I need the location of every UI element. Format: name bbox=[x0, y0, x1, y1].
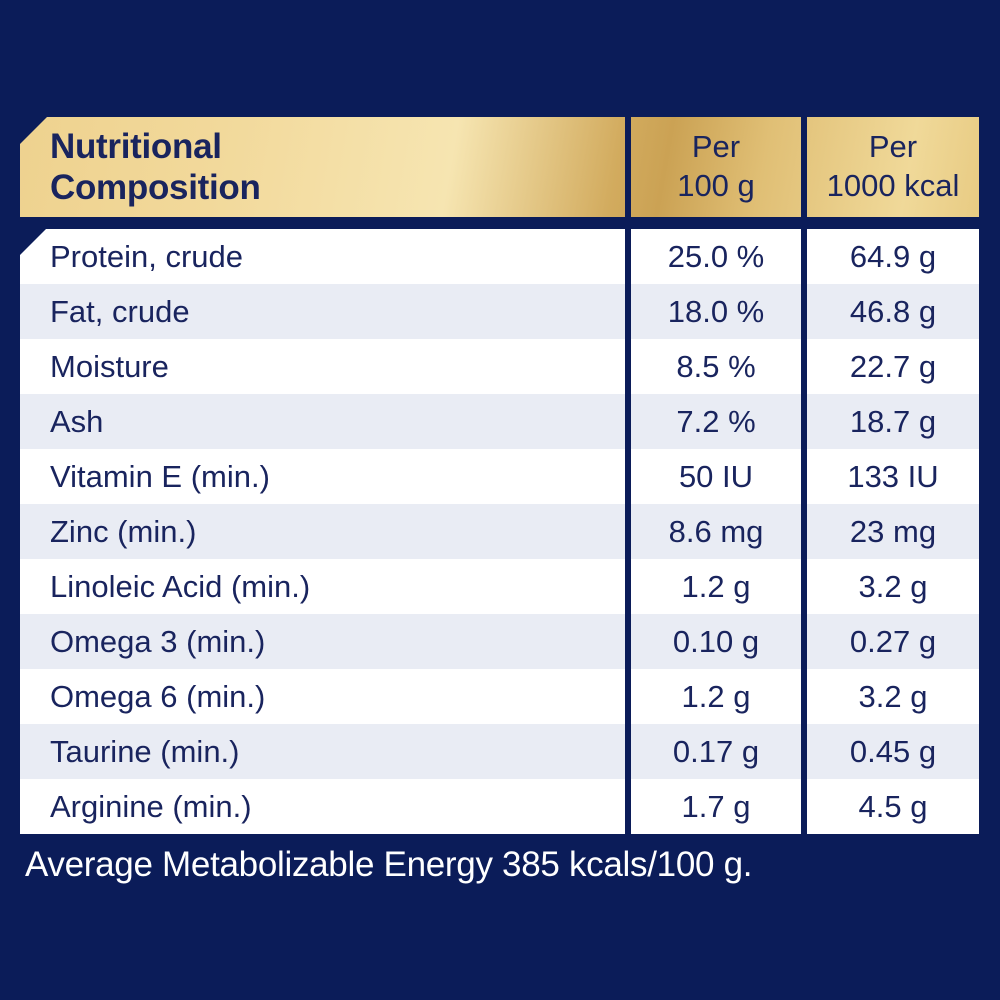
column-divider bbox=[625, 339, 631, 394]
top-navy-band bbox=[0, 0, 1000, 117]
row-value-per-1000kcal: 23 mg bbox=[849, 513, 937, 549]
row-value-per-100g: 50 IU bbox=[678, 458, 754, 494]
row-value-per-1000kcal: 22.7 g bbox=[849, 348, 937, 384]
row-value-per-100g: 0.10 g bbox=[672, 623, 760, 659]
column-divider bbox=[801, 394, 807, 449]
table-row: Protein, crude 25.0 % 64.9 g bbox=[20, 229, 979, 284]
row-label: Vitamin E (min.) bbox=[50, 458, 270, 494]
row-value-per-1000kcal: 46.8 g bbox=[849, 293, 937, 329]
header-col-per-1000kcal-line1: Per bbox=[868, 129, 918, 165]
column-divider bbox=[801, 559, 807, 614]
column-divider bbox=[625, 284, 631, 339]
header-col-per-1000kcal-line2: 1000 kcal bbox=[826, 168, 960, 203]
column-divider bbox=[801, 339, 807, 394]
row-value-per-1000kcal: 0.27 g bbox=[849, 623, 937, 659]
header-col-per-100g-line1: Per bbox=[691, 129, 741, 165]
header-col-per-100g-line2: 100 g bbox=[677, 168, 755, 203]
column-divider bbox=[625, 229, 631, 284]
row-label: Fat, crude bbox=[50, 293, 190, 329]
header-body-gap bbox=[0, 217, 1000, 229]
row-value-per-100g: 18.0 % bbox=[667, 293, 765, 329]
row-value-per-1000kcal: 4.5 g bbox=[858, 788, 928, 824]
row-value-per-100g: 1.2 g bbox=[681, 568, 751, 604]
column-divider bbox=[625, 559, 631, 614]
row-value-per-1000kcal: 64.9 g bbox=[849, 238, 937, 274]
header-title: Nutritional Composition bbox=[20, 126, 625, 209]
row-label: Protein, crude bbox=[50, 238, 243, 274]
row-label: Taurine (min.) bbox=[50, 733, 240, 769]
row-value-per-100g: 7.2 % bbox=[676, 403, 756, 439]
table-row: Omega 3 (min.) 0.10 g 0.27 g bbox=[20, 614, 979, 669]
column-divider bbox=[801, 504, 807, 559]
column-divider bbox=[801, 779, 807, 834]
table-row: Omega 6 (min.) 1.2 g 3.2 g bbox=[20, 669, 979, 724]
column-divider bbox=[625, 614, 631, 669]
column-divider bbox=[801, 229, 807, 284]
header-column-divider bbox=[625, 117, 631, 217]
table-row: Arginine (min.) 1.7 g 4.5 g bbox=[20, 779, 979, 834]
column-divider bbox=[801, 284, 807, 339]
column-divider bbox=[625, 394, 631, 449]
row-label: Linoleic Acid (min.) bbox=[50, 568, 311, 604]
row-value-per-100g: 8.6 mg bbox=[668, 513, 764, 549]
nutrition-table: Protein, crude 25.0 % 64.9 g Fat, crude … bbox=[20, 229, 979, 834]
row-value-per-1000kcal: 18.7 g bbox=[849, 403, 937, 439]
column-divider bbox=[625, 669, 631, 724]
row-label: Arginine (min.) bbox=[50, 788, 252, 824]
table-row: Moisture 8.5 % 22.7 g bbox=[20, 339, 979, 394]
row-value-per-100g: 8.5 % bbox=[676, 348, 756, 384]
column-divider bbox=[625, 504, 631, 559]
header-col-per-1000kcal: Per 1000 kcal bbox=[807, 128, 979, 206]
table-row: Linoleic Acid (min.) 1.2 g 3.2 g bbox=[20, 559, 979, 614]
panel-header: Nutritional Composition Per 100 g Per 10… bbox=[20, 117, 979, 217]
header-column-divider bbox=[801, 117, 807, 217]
row-value-per-1000kcal: 3.2 g bbox=[858, 678, 928, 714]
row-label: Omega 3 (min.) bbox=[50, 623, 266, 659]
column-divider bbox=[625, 449, 631, 504]
column-divider bbox=[801, 724, 807, 779]
table-row: Vitamin E (min.) 50 IU 133 IU bbox=[20, 449, 979, 504]
row-value-per-1000kcal: 0.45 g bbox=[849, 733, 937, 769]
header-title-line2: Composition bbox=[50, 168, 261, 207]
table-row: Zinc (min.) 8.6 mg 23 mg bbox=[20, 504, 979, 559]
row-value-per-1000kcal: 133 IU bbox=[847, 458, 939, 494]
row-value-per-100g: 1.7 g bbox=[681, 788, 751, 824]
row-label: Ash bbox=[50, 403, 104, 439]
header-col-per-100g: Per 100 g bbox=[631, 128, 801, 206]
column-divider bbox=[801, 614, 807, 669]
row-label: Moisture bbox=[50, 348, 169, 384]
row-value-per-100g: 25.0 % bbox=[667, 238, 765, 274]
table-row: Ash 7.2 % 18.7 g bbox=[20, 394, 979, 449]
row-label: Zinc (min.) bbox=[50, 513, 197, 549]
column-divider bbox=[801, 449, 807, 504]
row-label: Omega 6 (min.) bbox=[50, 678, 266, 714]
table-row: Fat, crude 18.0 % 46.8 g bbox=[20, 284, 979, 339]
row-value-per-1000kcal: 3.2 g bbox=[858, 568, 928, 604]
column-divider bbox=[625, 724, 631, 779]
column-divider bbox=[801, 669, 807, 724]
footer-energy-text: Average Metabolizable Energy 385 kcals/1… bbox=[25, 845, 753, 884]
row-value-per-100g: 1.2 g bbox=[681, 678, 751, 714]
column-divider bbox=[625, 779, 631, 834]
table-row: Taurine (min.) 0.17 g 0.45 g bbox=[20, 724, 979, 779]
row-value-per-100g: 0.17 g bbox=[672, 733, 760, 769]
header-title-line1: Nutritional bbox=[50, 126, 222, 166]
